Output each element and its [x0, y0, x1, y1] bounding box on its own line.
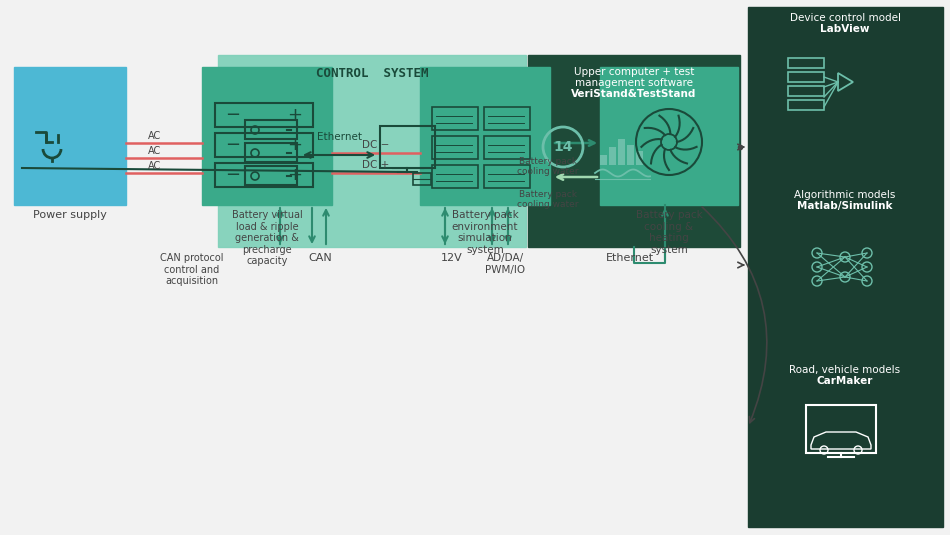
Text: Ethernet: Ethernet [316, 132, 362, 142]
Text: DC +: DC + [362, 160, 389, 170]
Bar [600, 155, 607, 165]
Text: Matlab/Simulink: Matlab/Simulink [797, 201, 893, 211]
Text: CarMaker: CarMaker [817, 376, 873, 386]
Text: Algorithmic models: Algorithmic models [794, 190, 896, 200]
Text: Road, vehicle models: Road, vehicle models [789, 365, 901, 375]
Bar [636, 151, 643, 165]
FancyBboxPatch shape [528, 55, 740, 247]
Text: CAN protocol
control and
acquisition: CAN protocol control and acquisition [161, 253, 224, 286]
Bar [627, 145, 634, 165]
Text: Power supply: Power supply [33, 210, 107, 220]
Text: Battery pack
cooling &
heating
system: Battery pack cooling & heating system [636, 210, 702, 255]
Text: Battery virtual
load & ripple
generation &
precharge
capacity: Battery virtual load & ripple generation… [232, 210, 302, 266]
Bar [609, 147, 616, 165]
Text: −: − [225, 166, 240, 184]
Text: LabView: LabView [820, 24, 870, 34]
Text: AC: AC [148, 161, 162, 171]
Text: 14: 14 [553, 140, 573, 154]
Text: CAN: CAN [308, 253, 332, 263]
Text: AC: AC [148, 146, 162, 156]
Text: Battery pack
cooling water: Battery pack cooling water [517, 190, 579, 209]
Text: Battery pack
environment
simulation
system: Battery pack environment simulation syst… [451, 210, 519, 255]
Text: VeriStand&TestStand: VeriStand&TestStand [571, 89, 696, 99]
Text: Device control model: Device control model [789, 13, 901, 23]
Text: −: − [225, 136, 240, 154]
FancyBboxPatch shape [202, 67, 332, 205]
Text: Battery pack
cooling water: Battery pack cooling water [517, 157, 579, 177]
Text: +: + [288, 166, 302, 184]
Text: 12V: 12V [441, 253, 463, 263]
FancyBboxPatch shape [420, 67, 550, 205]
Text: CONTROL  SYSTEM: CONTROL SYSTEM [315, 67, 428, 80]
FancyBboxPatch shape [14, 67, 126, 205]
Text: +: + [288, 136, 302, 154]
Text: AC: AC [148, 131, 162, 141]
Text: +: + [288, 106, 302, 124]
Text: −: − [225, 106, 240, 124]
FancyBboxPatch shape [218, 55, 526, 247]
Text: management software: management software [575, 78, 693, 88]
FancyBboxPatch shape [748, 7, 943, 527]
Text: Ethernet: Ethernet [606, 253, 654, 263]
Text: DC −: DC − [362, 140, 389, 150]
Text: AD/DA/
PWM/IO: AD/DA/ PWM/IO [484, 253, 525, 274]
Text: Upper computer + test: Upper computer + test [574, 67, 694, 77]
Bar [618, 139, 625, 165]
FancyBboxPatch shape [600, 67, 738, 205]
